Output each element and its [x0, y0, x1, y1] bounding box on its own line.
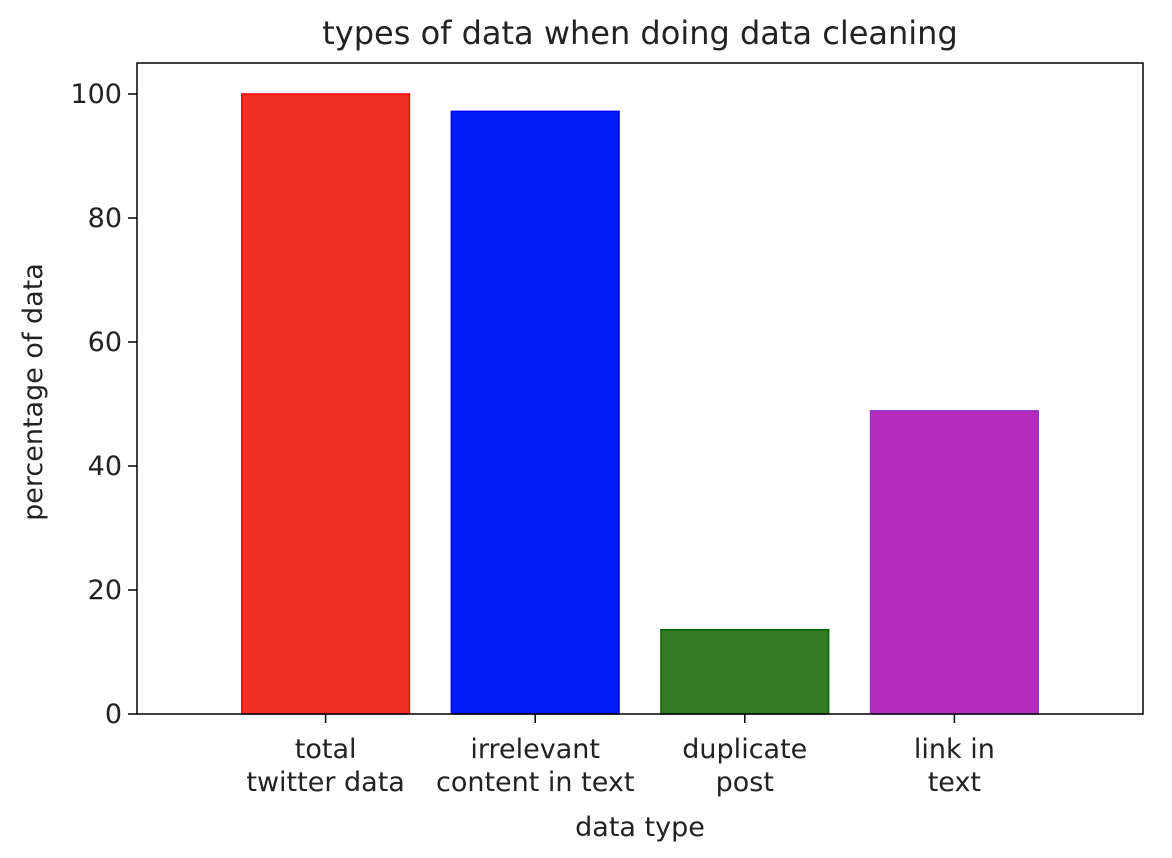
plot-frame: [136, 62, 1144, 715]
bar-1: [450, 110, 620, 715]
bar-2: [660, 628, 830, 715]
y-tick-label-1: 20: [88, 575, 122, 606]
x-tick-label-2-line-0: duplicate: [682, 734, 807, 765]
x-tick-label-1-line-0: irrelevant: [470, 734, 600, 765]
x-tick-label-3-line-1: text: [928, 767, 981, 798]
x-tick-label-2-line-1: post: [716, 767, 774, 798]
y-axis: 0 20 40 60 80 100: [70, 79, 137, 730]
x-tick-label-1-line-1: content in text: [436, 767, 634, 798]
bar-3: [869, 410, 1039, 715]
y-tick-label-0: 0: [105, 699, 122, 730]
bars-group: [241, 93, 1039, 715]
x-tick-label-0-line-1: twitter data: [246, 767, 404, 798]
y-tick-label-5: 100: [70, 79, 122, 110]
chart-title: types of data when doing data cleaning: [322, 14, 958, 52]
y-tick-label-3: 60: [88, 327, 122, 358]
bar-0: [241, 93, 411, 715]
x-axis-label: data type: [575, 812, 705, 843]
y-tick-label-4: 80: [88, 203, 122, 234]
x-tick-label-3-line-0: link in: [914, 734, 995, 765]
y-tick-label-2: 40: [88, 451, 122, 482]
x-tick-label-0-line-0: total: [295, 734, 357, 765]
y-axis-label: percentage of data: [18, 263, 49, 521]
